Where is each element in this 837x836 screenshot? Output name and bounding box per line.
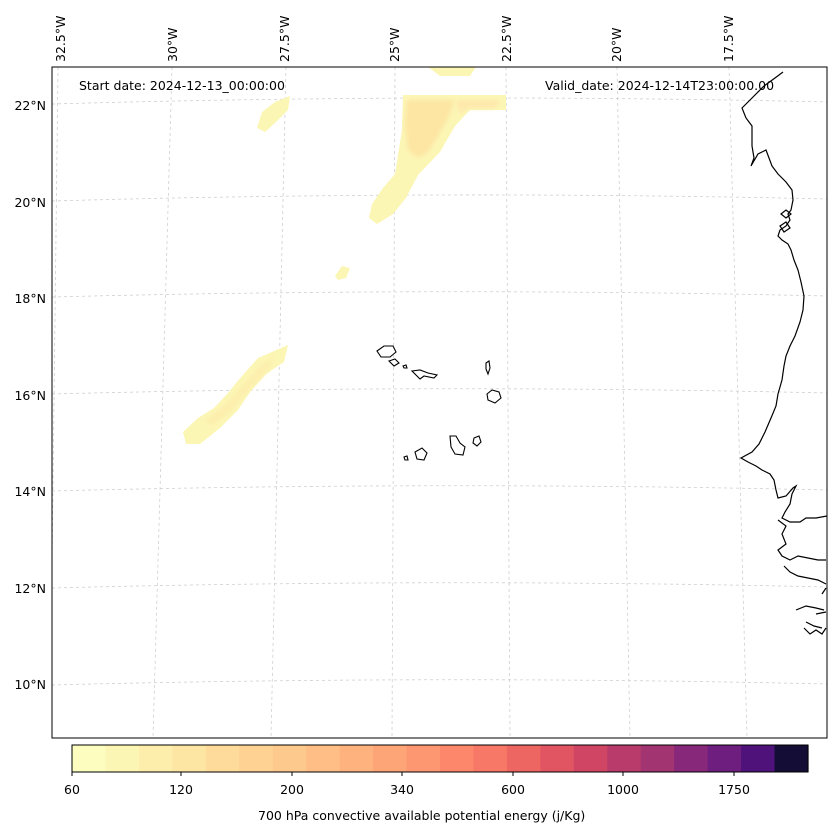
colorbar-tick-label: 340: [390, 782, 414, 797]
cape-verde-islands: [376, 345, 502, 461]
cape-region-main-core2: [456, 100, 500, 114]
longitude-gridlines: [52, 67, 748, 738]
lat-label-16n: 16°N: [14, 388, 46, 403]
colorbar-segment: [506, 745, 541, 772]
colorbar-segment: [239, 745, 274, 772]
colorbar-segment: [339, 745, 374, 772]
african-coastline: [739, 71, 827, 635]
cape-region-nw: [257, 96, 290, 132]
lat-label-18n: 18°N: [14, 291, 46, 306]
lat-label-14n: 14°N: [14, 484, 46, 499]
colorbar-tick-label: 200: [280, 782, 304, 797]
map-frame: [51, 66, 828, 739]
colorbar-segment: [105, 745, 140, 772]
lat-label-10n: 10°N: [14, 677, 46, 692]
lon-label-22-5w: 22.5°W: [499, 15, 514, 62]
colorbar-tick-label: 120: [169, 782, 193, 797]
colorbar-segment: [573, 745, 608, 772]
colorbar-segment: [440, 745, 475, 772]
colorbar-segment: [774, 745, 809, 772]
colorbar-segment: [741, 745, 776, 772]
colorbar-tick-label: 60: [64, 782, 80, 797]
cape-region-main-core: [405, 100, 455, 158]
colorbar-segment: [172, 745, 207, 772]
island-fogo: [414, 447, 428, 461]
colorbar-segment: [707, 745, 742, 772]
island-sao-vicente: [387, 358, 400, 367]
island-sal: [485, 360, 491, 376]
colorbar-segment: [406, 745, 441, 772]
colorbar-segment: [205, 745, 240, 772]
colorbar-segment: [306, 745, 341, 772]
cape-region-sw-core: [205, 356, 275, 426]
lon-label-17-5w: 17.5°W: [721, 15, 736, 62]
start-date-label: Start date: 2024-12-13_00:00:00: [79, 78, 285, 93]
colorbar-segment: [473, 745, 508, 772]
colorbar-segment: [640, 745, 675, 772]
colorbar-segment: [72, 745, 107, 772]
lon-label-25w: 25°W: [387, 27, 402, 62]
colorbar-tick-label: 1000: [607, 782, 639, 797]
colorbar-frame: [71, 744, 809, 773]
colorbar-ticks: [71, 772, 735, 776]
colorbar-segment: [138, 745, 173, 772]
island-santiago: [449, 435, 466, 456]
island-santa-luzia: [402, 364, 408, 369]
colorbar-segment: [607, 745, 642, 772]
island-sao-nicolau: [410, 369, 439, 380]
cape-contours: [183, 67, 506, 444]
colorbar-segment: [674, 745, 709, 772]
colorbar: [72, 745, 809, 772]
colorbar-title: 700 hPa convective available potential e…: [258, 808, 586, 823]
latitude-gridlines: [52, 97, 827, 686]
island-santo-antao: [376, 345, 397, 358]
colorbar-segment: [540, 745, 575, 772]
lon-label-32-5w: 32.5°W: [53, 15, 68, 62]
island-boa-vista: [486, 389, 502, 404]
valid-date-label: Valid_date: 2024-12-14T23:00:00.00: [545, 78, 775, 93]
lat-label-12n: 12°N: [14, 581, 46, 596]
lon-label-20w: 20°W: [609, 27, 624, 62]
island-brava: [403, 455, 409, 461]
colorbar-tick-label: 1750: [718, 782, 750, 797]
colorbar-segment: [373, 745, 408, 772]
island-maio: [472, 435, 482, 447]
colorbar-tick-label: 600: [501, 782, 525, 797]
colorbar-segment: [272, 745, 307, 772]
lat-label-20n: 20°N: [14, 195, 46, 210]
cape-region-main: [369, 95, 506, 224]
lon-label-30w: 30°W: [165, 27, 180, 62]
lon-label-27-5w: 27.5°W: [277, 15, 292, 62]
cape-region-small: [335, 266, 350, 280]
cape-region-north: [428, 67, 476, 76]
lat-label-22n: 22°N: [14, 98, 46, 113]
